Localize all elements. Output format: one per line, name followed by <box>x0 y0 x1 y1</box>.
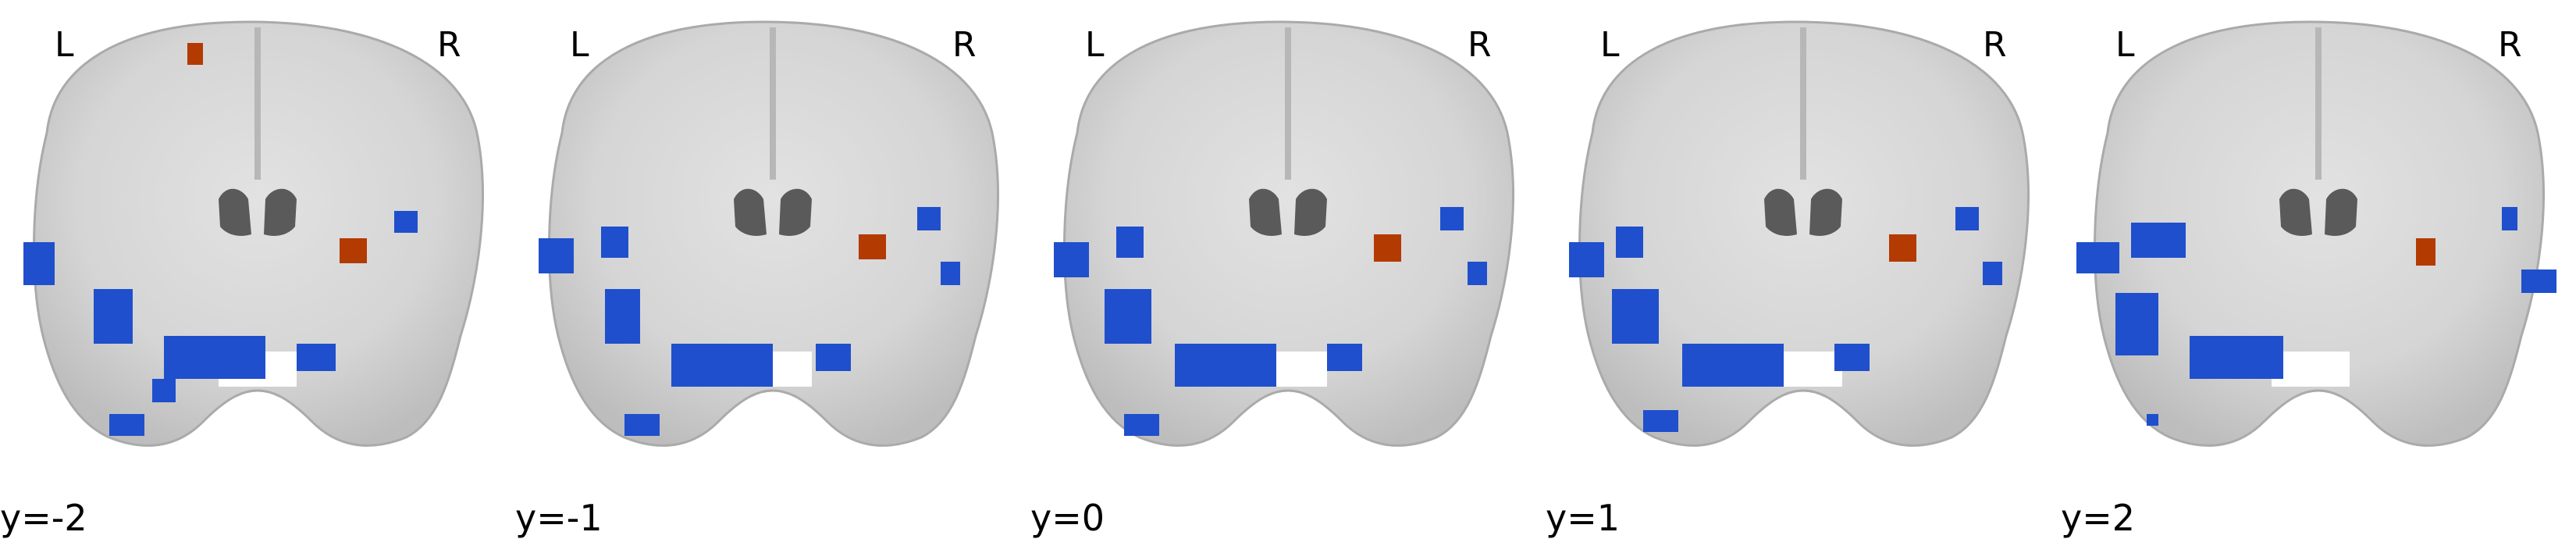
negative-cluster <box>23 242 55 285</box>
brain-outline <box>548 20 999 447</box>
negative-cluster <box>297 344 336 371</box>
brain-slice-image <box>23 20 484 447</box>
left-ventricle <box>1764 188 1797 236</box>
left-ventricle <box>219 188 251 236</box>
right-hemisphere-label: R <box>1983 25 2007 65</box>
left-hemisphere-label: L <box>1600 25 1620 65</box>
negative-cluster <box>1327 344 1362 371</box>
positive-cluster <box>187 43 203 65</box>
left-ventricle <box>734 188 767 236</box>
negative-cluster <box>1054 242 1089 277</box>
brain-slice-image <box>2076 20 2556 447</box>
right-hemisphere-label: R <box>437 25 461 65</box>
brain-slice-image <box>1569 20 2030 447</box>
negative-cluster <box>94 289 133 344</box>
negative-cluster <box>624 414 660 436</box>
positive-cluster <box>340 238 367 263</box>
brain-outline <box>1063 20 1514 447</box>
right-hemisphere-label: R <box>1468 25 1492 65</box>
negative-cluster <box>1468 262 1487 285</box>
negative-cluster <box>394 211 418 233</box>
negative-cluster <box>2131 223 2186 258</box>
brain-outline <box>1578 20 2030 447</box>
slice-coordinate: y=2 <box>2061 497 2136 539</box>
left-hemisphere-label: L <box>55 25 74 65</box>
right-ventricle <box>2325 188 2357 236</box>
left-ventricle <box>1249 188 1282 236</box>
negative-cluster <box>1105 289 1151 344</box>
left-ventricle <box>2279 188 2312 236</box>
negative-cluster <box>605 289 640 344</box>
left-hemisphere-label: L <box>570 25 589 65</box>
brain-slice-image <box>539 20 999 447</box>
slice-panel: L R y=0 <box>1030 0 1546 539</box>
negative-cluster <box>1616 227 1643 258</box>
slice-coordinate: y=1 <box>1546 497 1621 539</box>
negative-cluster <box>2502 207 2517 230</box>
negative-cluster <box>2521 270 2556 293</box>
negative-cluster <box>1569 242 1604 277</box>
negative-cluster <box>1116 227 1144 258</box>
right-hemisphere-label: R <box>2498 25 2522 65</box>
slice-panel: L R y=1 <box>1546 0 2061 539</box>
left-hemisphere-label: L <box>1085 25 1105 65</box>
negative-cluster <box>1983 262 2002 285</box>
negative-cluster <box>1643 410 1678 432</box>
negative-cluster <box>816 344 851 371</box>
slice-panel: L R y=-1 <box>515 0 1030 539</box>
slice-coordinate: y=0 <box>1030 497 1105 539</box>
slice-panel: L R y=-2 <box>0 0 515 539</box>
slice-panel: L R y=2 <box>2061 0 2576 539</box>
negative-cluster <box>2147 414 2158 426</box>
brain-outline <box>33 20 484 447</box>
negative-cluster <box>1175 344 1276 387</box>
slice-coordinate: y=-2 <box>0 497 87 539</box>
positive-cluster <box>859 234 886 259</box>
right-ventricle <box>1294 188 1327 236</box>
slice-coordinate: y=-1 <box>515 497 603 539</box>
right-ventricle <box>264 188 297 236</box>
negative-cluster <box>1834 344 1870 371</box>
negative-cluster <box>2115 293 2158 355</box>
negative-cluster <box>2076 242 2119 273</box>
negative-cluster <box>1124 414 1159 436</box>
negative-cluster <box>671 344 773 387</box>
positive-cluster <box>1889 234 1916 262</box>
negative-cluster <box>2190 336 2283 379</box>
positive-cluster <box>2416 238 2435 266</box>
negative-cluster <box>1612 289 1659 344</box>
negative-cluster <box>152 379 176 402</box>
left-hemisphere-label: L <box>2115 25 2135 65</box>
negative-cluster <box>1682 344 1784 387</box>
sinus-gap <box>2272 352 2350 387</box>
negative-cluster <box>941 262 960 285</box>
negative-cluster <box>1440 207 1464 230</box>
positive-cluster <box>1374 234 1401 262</box>
negative-cluster <box>917 207 941 230</box>
right-hemisphere-label: R <box>952 25 977 65</box>
negative-cluster <box>539 238 574 273</box>
right-ventricle <box>779 188 812 236</box>
negative-cluster <box>109 414 144 436</box>
negative-cluster <box>164 336 265 379</box>
negative-cluster <box>1955 207 1979 230</box>
negative-cluster <box>601 227 628 258</box>
brain-slice-image <box>1054 20 1514 447</box>
right-ventricle <box>1809 188 1842 236</box>
